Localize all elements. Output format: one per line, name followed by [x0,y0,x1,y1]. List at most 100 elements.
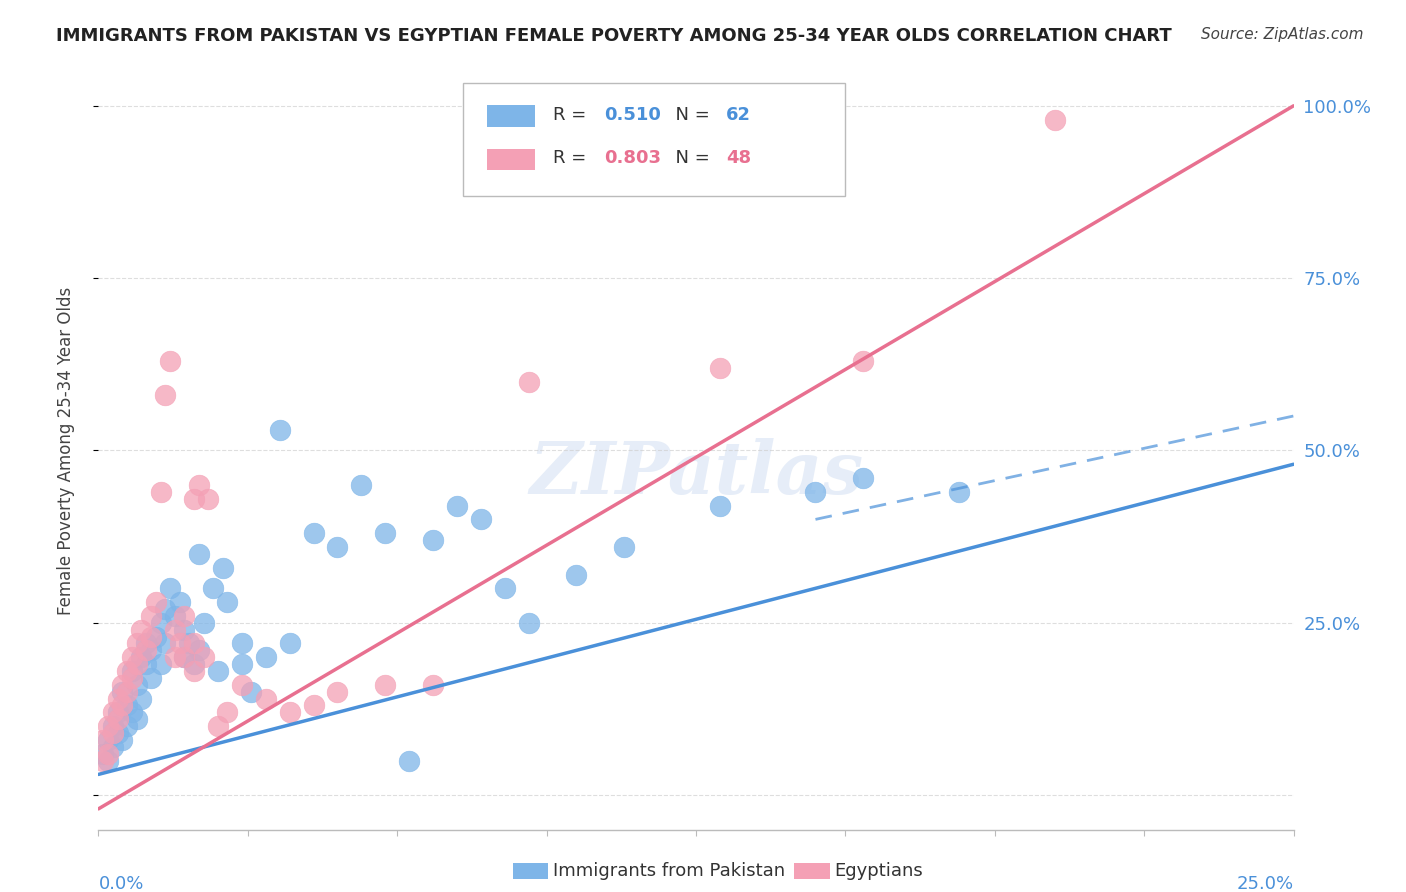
Point [139,630,162,644]
Point [422,678,444,692]
FancyBboxPatch shape [486,149,534,170]
Y-axis label: Female Poverty Among 25-34 Year Olds: Female Poverty Among 25-34 Year Olds [56,286,75,615]
Point [254,691,277,706]
Point [91,733,114,747]
Point [125,678,148,692]
Point [398,754,420,768]
Point [149,484,172,499]
Point [211,560,233,574]
Text: 48: 48 [725,149,751,167]
Point [135,643,157,657]
Point [149,615,172,630]
Point [125,712,148,726]
Text: 62: 62 [725,105,751,124]
Point [183,664,205,678]
Point [183,636,205,650]
Point [231,636,253,650]
Text: 0.803: 0.803 [605,149,661,167]
Point [709,499,731,513]
Point [159,354,181,368]
Point [231,678,253,692]
Point [183,657,205,672]
Point [135,636,157,650]
Point [231,657,253,672]
Point [111,733,134,747]
Point [240,684,263,698]
Point [101,739,124,754]
Text: Egyptians: Egyptians [834,862,922,880]
Point [374,526,396,541]
Point [852,471,875,485]
Point [852,354,875,368]
Point [446,499,468,513]
Point [131,650,153,665]
Text: IMMIGRANTS FROM PAKISTAN VS EGYPTIAN FEMALE POVERTY AMONG 25-34 YEAR OLDS CORREL: IMMIGRANTS FROM PAKISTAN VS EGYPTIAN FEM… [56,27,1173,45]
Point [115,719,138,733]
Point [97,747,120,761]
Point [804,484,827,499]
Point [565,567,588,582]
Point [709,360,731,375]
Text: 25.0%: 25.0% [1236,875,1294,892]
Point [173,608,195,623]
Point [163,650,186,665]
Point [159,582,181,596]
Point [179,636,201,650]
Point [111,684,134,698]
Point [422,533,444,547]
Point [302,698,325,713]
Point [207,719,229,733]
Point [217,706,239,720]
FancyBboxPatch shape [486,105,534,127]
Point [139,643,162,657]
Point [187,547,209,561]
Point [350,478,373,492]
Point [326,684,349,698]
FancyBboxPatch shape [463,83,845,196]
Point [139,671,162,685]
Point [97,733,120,747]
Point [173,650,195,665]
Point [101,726,124,740]
Point [97,719,120,733]
Point [91,754,114,768]
Point [202,582,225,596]
Point [121,706,143,720]
Point [1043,112,1066,127]
Text: Source: ZipAtlas.com: Source: ZipAtlas.com [1201,27,1364,42]
Point [121,650,143,665]
Text: ZIPatlas: ZIPatlas [529,438,863,508]
Point [163,623,186,637]
Point [139,608,162,623]
Text: 0.0%: 0.0% [98,875,143,892]
Point [254,650,277,665]
Point [111,698,134,713]
Point [115,664,138,678]
Point [183,491,205,506]
Point [155,636,177,650]
Point [374,678,396,692]
Point [107,706,129,720]
Point [101,706,124,720]
Point [187,643,209,657]
Point [121,671,143,685]
Point [302,526,325,541]
Point [613,540,636,554]
Point [135,657,157,672]
Point [948,484,970,499]
Point [101,719,124,733]
Point [131,623,153,637]
Point [278,706,301,720]
Point [173,623,195,637]
Point [149,657,172,672]
Text: N =: N = [664,105,716,124]
Point [145,630,167,644]
Point [169,636,191,650]
Point [517,615,540,630]
Point [173,650,195,665]
Point [193,615,215,630]
Point [197,491,219,506]
Point [145,595,167,609]
Point [111,678,134,692]
Text: R =: R = [553,105,592,124]
